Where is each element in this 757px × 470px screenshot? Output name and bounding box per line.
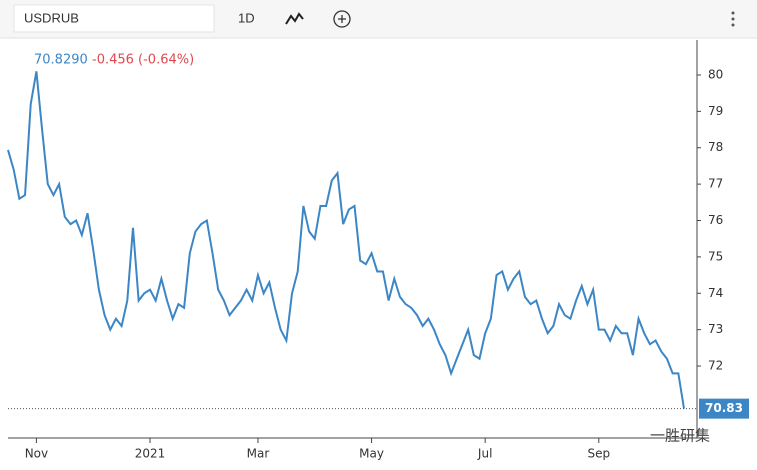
- y-tick-label: 78: [708, 140, 723, 154]
- y-tick-label: 74: [708, 286, 723, 300]
- price-change: -0.456 (-0.64%): [92, 53, 194, 68]
- y-tick-label: 76: [708, 213, 723, 227]
- x-tick-label: May: [359, 447, 384, 461]
- x-tick-label: 2021: [135, 447, 166, 461]
- last-price-box: [699, 398, 749, 419]
- x-tick-label: Sep: [587, 447, 610, 461]
- symbol-text: USDRUB: [24, 10, 79, 25]
- watermark: 一胜研集: [650, 427, 710, 445]
- add-icon-plus: [338, 15, 346, 23]
- last-price-label: 70.83: [705, 401, 743, 415]
- y-tick-label: 72: [708, 359, 723, 373]
- y-tick-label: 79: [708, 104, 723, 118]
- y-tick-label: 75: [708, 249, 723, 263]
- price-line: [7, 71, 685, 409]
- x-tick-label: Mar: [247, 447, 270, 461]
- y-tick-label: 80: [708, 67, 723, 81]
- y-tick-label: 77: [708, 177, 723, 191]
- symbol-input[interactable]: [13, 4, 215, 33]
- menu-icon[interactable]: [731, 11, 735, 27]
- x-tick-label: Jul: [477, 447, 492, 461]
- add-icon[interactable]: [333, 10, 351, 28]
- x-tick-label: Nov: [25, 447, 48, 461]
- last-price: 70.8290: [34, 53, 88, 68]
- interval-button[interactable]: 1D: [238, 10, 255, 25]
- chart-type-icon[interactable]: [285, 12, 304, 25]
- y-tick-label: 73: [708, 322, 723, 336]
